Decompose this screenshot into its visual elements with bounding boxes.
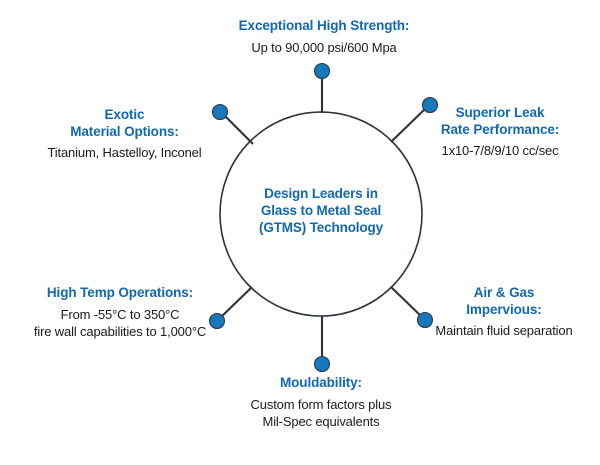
node-title-line: Air & Gas	[473, 285, 535, 300]
spoke-dot-superior-leak-rate-performance	[421, 96, 439, 114]
node-body-line: fire wall capabilities to 1,000°C	[33, 323, 207, 339]
node-title-exceptional-high-strength: Exceptional High Strength:	[184, 18, 464, 35]
node-body-line: Maintain fluid separation	[435, 323, 573, 338]
node-mouldability: Mouldability: Custom form factors plus M…	[210, 375, 432, 430]
node-title-line: Mouldability:	[280, 375, 362, 390]
spoke-dot-exotic-material-options	[211, 103, 229, 121]
node-body-line: Custom form factors plus	[250, 396, 392, 412]
node-exceptional-high-strength: Exceptional High Strength: Up to 90,000 …	[184, 18, 464, 56]
node-body-superior-leak-rate-performance: 1x10-7/8/9/10 cc/sec	[404, 142, 596, 159]
hub-center-label: Design Leaders in Glass to Metal Seal (G…	[228, 185, 414, 236]
node-exotic-material-options: Exotic Material Options: Titanium, Haste…	[12, 107, 237, 161]
spoke-dot-air-gas-impervious	[416, 311, 434, 329]
spoke-line-air-gas-impervious	[390, 286, 424, 319]
node-title-line: Superior Leak	[455, 105, 545, 120]
node-title-line: High Temp Operations:	[46, 285, 194, 300]
node-title-line: Material Options:	[70, 123, 179, 139]
node-title-line: Exotic	[104, 107, 145, 122]
spoke-line-high-temp-operations	[218, 286, 253, 320]
node-body-mouldability: Custom form factors plus Mil-Spec equiva…	[210, 396, 432, 430]
node-high-temp-operations: High Temp Operations: From -55°C to 350°…	[6, 285, 234, 340]
node-title-line: Exceptional High Strength:	[238, 18, 410, 33]
node-body-exotic-material-options: Titanium, Hastelloy, Inconel	[12, 144, 237, 161]
node-superior-leak-rate-performance: Superior Leak Rate Performance: 1x10-7/8…	[404, 105, 596, 159]
spoke-line-superior-leak-rate-performance	[390, 106, 428, 143]
hub-center-line-2: Glass to Metal Seal	[260, 203, 382, 218]
node-body-exceptional-high-strength: Up to 90,000 psi/600 Mpa	[184, 39, 464, 56]
node-title-line: Rate Performance:	[440, 121, 560, 137]
node-body-line: Up to 90,000 psi/600 Mpa	[251, 39, 397, 55]
hub-center-line-1: Design Leaders in	[264, 186, 378, 201]
node-body-line: From -55°C to 350°C	[60, 306, 180, 322]
node-title-exotic-material-options: Exotic Material Options:	[12, 107, 237, 140]
node-title-line: Impervious:	[466, 301, 542, 317]
spoke-dot-mouldability	[313, 355, 331, 373]
spoke-dot-high-temp-operations	[208, 312, 226, 330]
hub-center-line-3: (GTMS) Technology	[259, 220, 383, 235]
node-body-air-gas-impervious: Maintain fluid separation	[412, 322, 596, 339]
node-body-line: Mil-Spec equivalents	[262, 413, 380, 429]
node-title-superior-leak-rate-performance: Superior Leak Rate Performance:	[404, 105, 596, 138]
node-title-mouldability: Mouldability:	[210, 375, 432, 392]
node-body-line: 1x10-7/8/9/10 cc/sec	[441, 143, 559, 158]
node-air-gas-impervious: Air & Gas Impervious: Maintain fluid sep…	[412, 285, 596, 339]
node-body-high-temp-operations: From -55°C to 350°C fire wall capabiliti…	[6, 306, 234, 340]
node-body-line: Titanium, Hastelloy, Inconel	[47, 145, 202, 160]
node-title-air-gas-impervious: Air & Gas Impervious:	[412, 285, 596, 318]
spoke-dot-exceptional-high-strength	[313, 62, 331, 80]
spoke-line-exotic-material-options	[222, 113, 254, 145]
node-title-high-temp-operations: High Temp Operations:	[6, 285, 234, 302]
